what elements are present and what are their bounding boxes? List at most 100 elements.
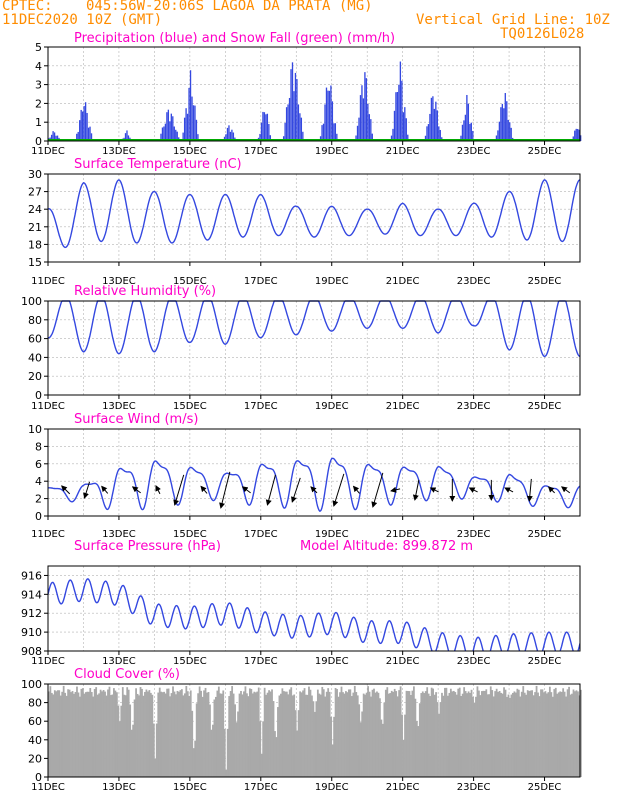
cloud-bar [84, 692, 87, 777]
cloud-bar [164, 693, 167, 777]
precip-bar [398, 84, 400, 141]
precip-bar [232, 132, 235, 141]
precip-bar [176, 131, 178, 141]
cloud-bar [89, 688, 92, 777]
wind-arrow [429, 487, 439, 493]
cloud-bar [204, 687, 207, 777]
cloud-bar [349, 689, 352, 777]
precip-bar [430, 97, 433, 141]
precip-bar [395, 92, 397, 141]
cloud-bar [213, 699, 216, 777]
y-tick-label: 15 [28, 256, 42, 269]
x-tick-label: 25DEC [528, 656, 562, 667]
cloud-bar [546, 693, 548, 777]
cloud-bar [225, 769, 228, 777]
cloud-bar [319, 694, 322, 777]
precip-bar [438, 126, 440, 141]
x-tick-label: 11DEC [31, 656, 65, 667]
cloud-bar [571, 693, 573, 777]
precip-bar [56, 135, 59, 141]
precip-bar [359, 95, 362, 141]
y-tick-label: 914 [21, 588, 42, 601]
y-tick-label: 40 [28, 351, 42, 364]
precip-bar [432, 96, 434, 141]
wind-arrow [131, 486, 141, 494]
precip-bar [197, 134, 199, 141]
cloud-bar [498, 691, 501, 777]
cloud-bar [559, 691, 562, 777]
precip-bar [77, 131, 79, 141]
cloud-bar [538, 696, 541, 777]
cloud-bar [510, 694, 513, 777]
cloud-bar [568, 686, 570, 777]
precip-bar [580, 135, 582, 141]
precip-bar [336, 133, 338, 141]
cloud-bar [449, 688, 452, 777]
cloud-bar [393, 688, 396, 777]
cloud-bar [311, 695, 313, 777]
y-tick-label: 0 [35, 389, 42, 402]
cloud-bar [182, 695, 185, 777]
precip-bar [269, 135, 271, 141]
y-tick-label: 3 [35, 79, 42, 92]
cloud-bar [322, 689, 325, 777]
cloud-bar [186, 691, 189, 777]
panel-3: 10 8 6 4 2 0 11DEC 13DEC 15DEC 17DEC 19DEC 21DEC 23D… [28, 412, 581, 540]
cloud-bar [262, 721, 265, 777]
cloud-bar [560, 691, 563, 777]
cloud-bar [460, 695, 463, 777]
precip-bar [170, 113, 172, 141]
cloud-bar [336, 689, 338, 777]
cloud-bar [130, 729, 133, 777]
cloud-bar [223, 728, 226, 777]
x-tick-label: 11DEC [31, 782, 65, 793]
x-tick-label: 15DEC [173, 401, 207, 412]
cloud-bar [167, 688, 170, 777]
precip-bar [572, 136, 574, 141]
cloud-bar [420, 693, 423, 777]
cloud-bar [454, 692, 457, 777]
cloud-bar [101, 691, 103, 777]
y-tick-label: 2 [35, 493, 42, 506]
cloud-bar [535, 685, 538, 777]
cloud-bar [402, 739, 405, 777]
cloud-bar [68, 689, 71, 777]
cloud-bar [92, 696, 95, 777]
precip-bar [83, 106, 85, 141]
cloud-bar [136, 693, 139, 777]
cloud-bar [117, 705, 120, 777]
wind-arrow [173, 474, 185, 506]
cloud-bar [169, 696, 171, 777]
cloud-bar [540, 689, 542, 777]
wind-arrow [200, 485, 208, 494]
cloud-bar [415, 721, 418, 777]
cloud-bar [256, 691, 259, 777]
cloud-bar [503, 687, 505, 777]
cloud-bar [95, 687, 98, 777]
y-tick-label: 0 [35, 135, 42, 148]
precip-bar [498, 121, 501, 141]
cloud-bar [58, 690, 61, 777]
cloud-bar [355, 692, 358, 777]
precip-bar [470, 122, 472, 141]
panel-title: Relative Humidity (%) [74, 284, 216, 299]
cloud-bar [77, 692, 80, 777]
precip-bar [405, 118, 407, 141]
panel-title: Precipitation (blue) and Snow Fall (gree… [74, 31, 395, 46]
precip-bar [226, 127, 229, 141]
cloud-bar [514, 692, 517, 777]
precip-bar [506, 101, 508, 141]
precip-bar [325, 87, 328, 141]
cloud-bar [519, 696, 522, 777]
cloud-bar [209, 704, 211, 777]
cloud-bar [173, 691, 176, 777]
cloud-bar [265, 694, 268, 777]
precip-bar [297, 104, 300, 141]
cloud-bar [358, 704, 361, 777]
cloud-bar [506, 696, 508, 777]
cloud-bar [562, 688, 565, 777]
cloud-bar [244, 686, 247, 777]
panel-title: Surface Wind (m/s) [74, 412, 198, 427]
cloud-bar [486, 694, 489, 777]
